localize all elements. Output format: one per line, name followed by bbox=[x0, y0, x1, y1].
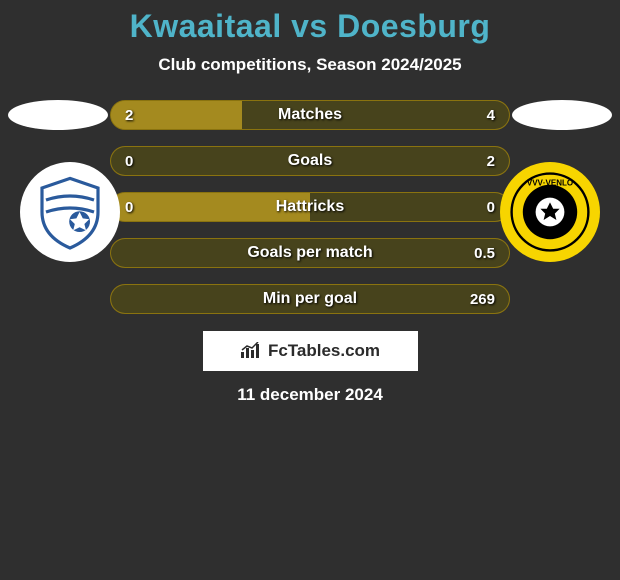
stat-value-left: 0 bbox=[125, 147, 133, 175]
stat-bar: Goals0 2 bbox=[110, 146, 510, 176]
stat-label: Matches bbox=[111, 101, 509, 129]
stat-value-right: 4 bbox=[487, 101, 495, 129]
disc-left bbox=[8, 100, 108, 130]
stat-value-right: 2 bbox=[487, 147, 495, 175]
svg-text:VVV·VENLO: VVV·VENLO bbox=[527, 179, 573, 188]
page-title: Kwaaitaal vs Doesburg bbox=[0, 8, 620, 45]
brand-text: FcTables.com bbox=[268, 341, 380, 361]
stat-bar: Matches2 4 bbox=[110, 100, 510, 130]
chart-icon bbox=[240, 342, 262, 360]
stat-label: Goals per match bbox=[111, 239, 509, 267]
stat-row: Min per goal269 bbox=[0, 279, 620, 319]
date-text: 11 december 2024 bbox=[0, 385, 620, 405]
stat-value-left: 0 bbox=[125, 193, 133, 221]
stat-bar: Min per goal269 bbox=[110, 284, 510, 314]
stat-value-left: 2 bbox=[125, 101, 133, 129]
team-right-logo: VVV·VENLO bbox=[500, 162, 600, 262]
subtitle: Club competitions, Season 2024/2025 bbox=[0, 55, 620, 75]
stat-value-right: 269 bbox=[470, 285, 495, 313]
stat-label: Hattricks bbox=[111, 193, 509, 221]
stat-label: Goals bbox=[111, 147, 509, 175]
club-badge-icon: VVV·VENLO bbox=[510, 172, 590, 252]
shield-icon bbox=[30, 172, 110, 252]
team-left-logo bbox=[20, 162, 120, 262]
stat-bar: Hattricks0 0 bbox=[110, 192, 510, 222]
stat-value-right: 0.5 bbox=[474, 239, 495, 267]
disc-right bbox=[512, 100, 612, 130]
stat-row: Matches2 4 bbox=[0, 95, 620, 135]
stat-bar: Goals per match0.5 bbox=[110, 238, 510, 268]
stat-label: Min per goal bbox=[111, 285, 509, 313]
brand-box: FcTables.com bbox=[203, 331, 418, 371]
stat-value-right: 0 bbox=[487, 193, 495, 221]
